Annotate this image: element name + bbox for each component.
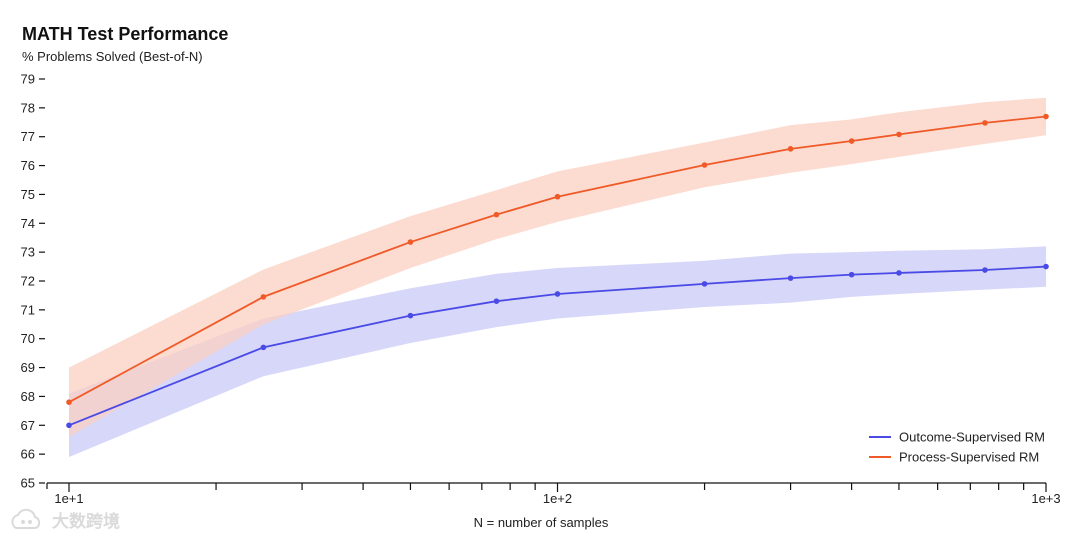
y-tick-label: 69: [21, 360, 35, 375]
watermark: 大数跨境: [11, 508, 120, 531]
y-tick-label: 78: [21, 100, 35, 115]
data-point: [701, 162, 708, 168]
data-point: [66, 399, 72, 406]
data-point: [896, 131, 902, 138]
x-tick-label: 1e+1: [54, 491, 83, 506]
legend: Outcome-Supervised RM Process-Supervised …: [869, 430, 1045, 465]
data-point: [787, 146, 794, 152]
y-axis: 65 66 67 68 69 70 71 72 73 74 75 76 77 78 79: [21, 72, 48, 491]
y-tick-label: 77: [21, 129, 35, 144]
series-points: [66, 113, 1049, 429]
y-tick-label: 68: [21, 389, 35, 404]
y-tick-label: 66: [21, 447, 35, 462]
data-point: [896, 270, 902, 276]
chart-title: MATH Test Performance: [22, 24, 228, 44]
data-point: [982, 120, 988, 126]
legend-label: Outcome-Supervised RM: [899, 430, 1045, 445]
watermark-text: 大数跨境: [52, 511, 120, 531]
data-point: [66, 422, 72, 429]
data-point: [260, 344, 267, 351]
x-tick-label: 1e+3: [1031, 491, 1060, 506]
y-tick-label: 65: [21, 476, 35, 491]
data-point: [1043, 113, 1049, 120]
data-point: [554, 193, 561, 200]
data-point: [493, 211, 500, 218]
data-point: [260, 294, 267, 300]
y-tick-label: 76: [21, 158, 35, 173]
y-tick-label: 75: [21, 187, 35, 202]
x-axis-label: N = number of samples: [474, 515, 609, 530]
data-point: [1043, 263, 1049, 270]
data-point: [493, 298, 500, 305]
confidence-band-0: [69, 246, 1046, 458]
data-point: [701, 281, 708, 287]
y-tick-label: 67: [21, 418, 35, 433]
y-tick-label: 72: [21, 274, 35, 289]
confidence-band-1: [69, 97, 1046, 437]
data-point: [848, 271, 855, 278]
x-tick-label: 1e+2: [543, 491, 572, 506]
cloud-logo-icon: [11, 508, 41, 529]
y-tick-label: 71: [21, 302, 35, 317]
data-point: [982, 267, 988, 273]
data-point: [848, 138, 855, 144]
data-point: [554, 291, 561, 297]
y-tick-label: 70: [21, 331, 35, 346]
x-axis: 1e+1 1e+2 1e+3: [47, 482, 1061, 506]
y-tick-label: 74: [21, 216, 35, 231]
data-point: [787, 275, 794, 281]
data-point: [407, 239, 414, 245]
data-point: [407, 312, 414, 319]
y-axis-label: % Problems Solved (Best-of-N): [22, 49, 203, 64]
legend-label: Process-Supervised RM: [899, 450, 1039, 465]
confidence-bands: [69, 97, 1046, 458]
y-tick-label: 79: [21, 72, 35, 87]
y-tick-label: 73: [21, 245, 35, 260]
